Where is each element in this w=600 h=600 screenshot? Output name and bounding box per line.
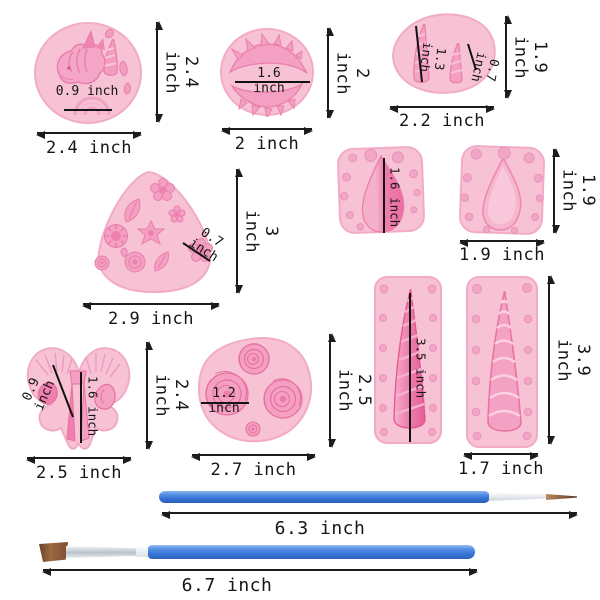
fine-brush-ferrule bbox=[489, 492, 547, 501]
small-horns-mold-image bbox=[392, 13, 496, 94]
flat-brush-joint bbox=[136, 546, 149, 557]
eyelash-mold-width-label: 2 inch bbox=[234, 134, 300, 154]
large-horn-mold-right-image bbox=[466, 276, 538, 448]
large-horn-mold-left-image bbox=[374, 276, 442, 444]
unicorn-mold-width-label: 2.4 inch bbox=[46, 138, 132, 158]
unicorn-mold-inner-line bbox=[64, 109, 112, 111]
flower-mold-height-arrow bbox=[235, 168, 243, 294]
bow-mold-image bbox=[26, 347, 131, 450]
ear-mold-right-image bbox=[459, 145, 545, 235]
flower-triangle-mold-image bbox=[94, 170, 213, 294]
eyelash-mold-height-label: 2 inch bbox=[332, 51, 373, 95]
eyelash-mold-image bbox=[220, 28, 314, 117]
small-horns-mold-height-label: 1.9 inch bbox=[510, 36, 551, 79]
large-horn-mold-height-label: 3.9 inch bbox=[553, 339, 594, 382]
fine-brush-tip bbox=[546, 494, 577, 500]
unicorn-face-mold-image bbox=[34, 22, 142, 124]
bow-mold-inner-center-label: 1.6 inch bbox=[85, 375, 101, 437]
flower-mold-width-arrow bbox=[82, 302, 220, 310]
ear-mold-inner-label: 1.6 inch bbox=[387, 166, 403, 228]
unicorn-mold-inner-label: 0.9 inch bbox=[55, 84, 119, 99]
unicorn-mold-height-label: 2.4 inch bbox=[161, 51, 202, 94]
fine-brush-length-label: 6.3 inch bbox=[274, 518, 366, 539]
large-horn-mold-width-arrow bbox=[463, 452, 539, 460]
rose-mold-width-label: 2.7 inch bbox=[210, 460, 297, 480]
eyelash-mold-inner-label: 1.6 inch bbox=[253, 66, 285, 96]
bow-mold-height-label: 2.4 inch bbox=[151, 374, 192, 417]
rose-mold-height-label: 2.5 inch bbox=[334, 369, 375, 412]
bow-mold-width-arrow bbox=[26, 456, 132, 464]
small-horns-mold-width-label: 2.2 inch bbox=[399, 111, 485, 131]
flower-mold-width-label: 2.9 inch bbox=[108, 309, 194, 329]
flat-brush-handle bbox=[148, 545, 475, 559]
flat-brush-length-label: 6.7 inch bbox=[181, 575, 273, 596]
eyelash-mold-width-arrow bbox=[221, 127, 313, 135]
rose-mold-image bbox=[198, 337, 313, 443]
fine-brush-length-arrow bbox=[161, 511, 578, 519]
bow-mold-height-arrow bbox=[145, 341, 153, 450]
flower-mold-height-label: 3 inch bbox=[241, 209, 282, 253]
eyelash-mold-height-arrow bbox=[326, 27, 334, 119]
ear-mold-width-label: 1.9 inch bbox=[459, 245, 545, 265]
unicorn-mold-height-arrow bbox=[155, 21, 163, 123]
small-horns-mold-width-arrow bbox=[389, 105, 495, 113]
ear-mold-width-arrow bbox=[459, 239, 545, 247]
small-horns-mold-height-arrow bbox=[504, 15, 512, 99]
large-horn-mold-height-arrow bbox=[547, 275, 555, 445]
rose-mold-height-arrow bbox=[328, 333, 336, 448]
flat-brush-ferrule bbox=[66, 546, 137, 558]
large-horn-mold-width-label: 1.7 inch bbox=[458, 459, 544, 479]
unicorn-mold-width-arrow bbox=[36, 131, 142, 139]
ear-mold-height-arrow bbox=[552, 148, 560, 234]
rose-mold-width-arrow bbox=[191, 453, 316, 461]
large-horn-mold-inner-label: 3.5 inch bbox=[413, 337, 429, 399]
fine-brush-handle bbox=[159, 491, 490, 503]
flat-brush-length-arrow bbox=[42, 568, 478, 576]
flat-brush-bristles bbox=[39, 542, 68, 562]
ear-mold-left-image bbox=[337, 146, 425, 234]
bow-mold-width-label: 2.5 inch bbox=[36, 463, 122, 483]
ear-mold-height-label: 1.9 inch bbox=[558, 169, 599, 212]
rose-mold-inner-line bbox=[201, 402, 249, 404]
rose-mold-inner-label: 1.2 inch bbox=[208, 386, 240, 416]
